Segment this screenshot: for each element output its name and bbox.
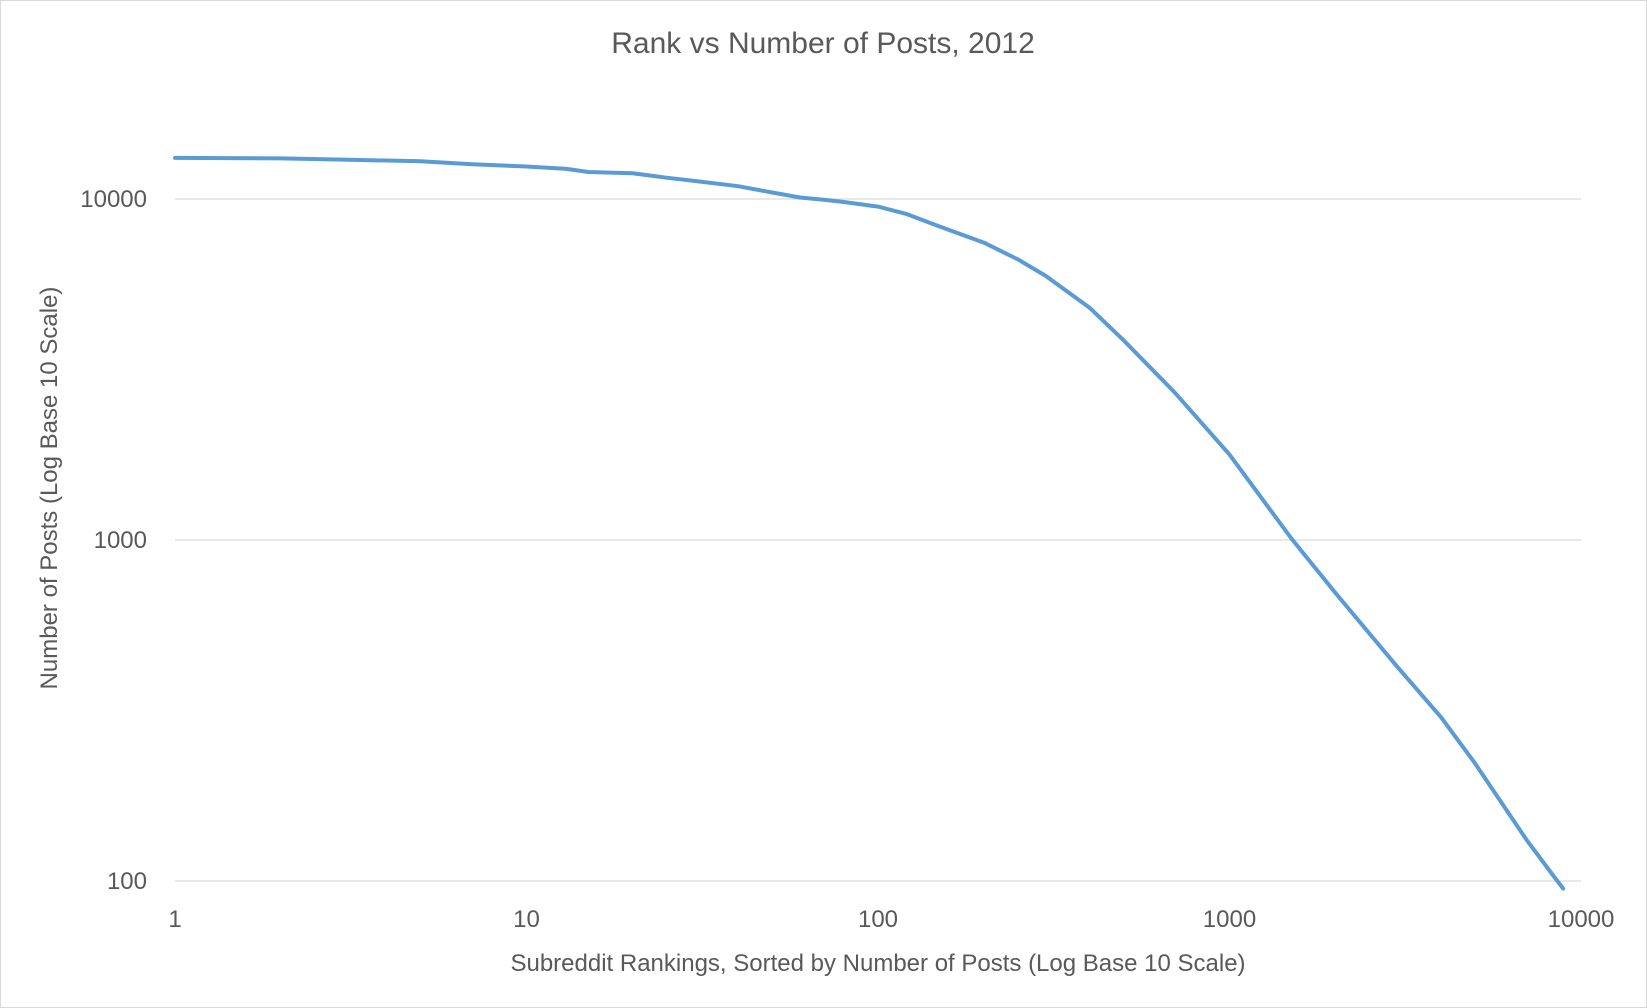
x-tick-label: 100 xyxy=(858,906,898,933)
gridlines xyxy=(175,198,1581,541)
x-tick-label: 1 xyxy=(168,906,181,933)
x-tick-label: 1000 xyxy=(1203,906,1256,933)
chart-title: Rank vs Number of Posts, 2012 xyxy=(611,27,1035,60)
series-layer xyxy=(173,155,1566,891)
y-tick-label: 100 xyxy=(107,868,147,895)
x-tick-label: 10000 xyxy=(1548,906,1615,933)
tick-labels: 100 1000 10000 1 10 100 1000 10000 xyxy=(80,186,1614,933)
y-axis-title: Number of Posts (Log Base 10 Scale) xyxy=(36,287,63,690)
x-axis-title: Subreddit Rankings, Sorted by Number of … xyxy=(510,950,1245,977)
series-line-0 xyxy=(173,155,1566,891)
y-tick-label: 10000 xyxy=(80,186,147,213)
y-tick-label: 1000 xyxy=(94,527,147,554)
x-tick-label: 10 xyxy=(513,906,540,933)
